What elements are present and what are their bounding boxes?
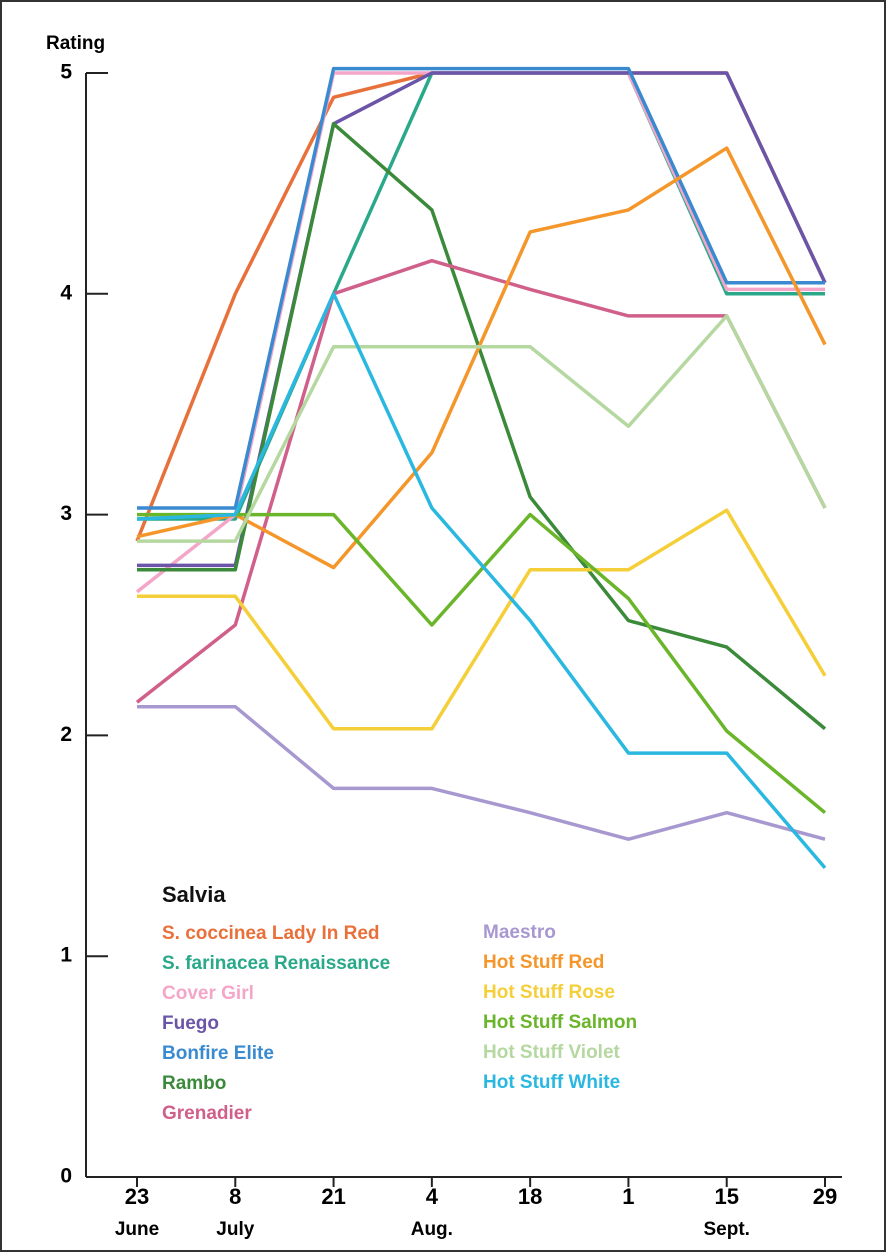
- x-tick-label: 21: [321, 1184, 345, 1209]
- series-line: [137, 122, 827, 731]
- month-label: June: [115, 1219, 159, 1240]
- y-axis-label: Rating: [46, 33, 105, 54]
- y-tick-label: 0: [60, 1165, 72, 1188]
- series-line: [136, 292, 827, 870]
- series-line: [137, 704, 826, 841]
- y-tick-label: 3: [60, 502, 72, 525]
- legend-entry: S. coccinea Lady In Red: [162, 923, 380, 944]
- x-tick-label: 23: [125, 1184, 149, 1209]
- legend-entry: Hot Stuff Salmon: [483, 1012, 637, 1033]
- series-line: [137, 66, 825, 510]
- x-tick-label: 18: [518, 1184, 542, 1209]
- x-tick-label: 15: [714, 1184, 738, 1209]
- series-line: [135, 258, 827, 704]
- legend-entry: Hot Stuff White: [483, 1072, 620, 1093]
- x-tick-label: 1: [622, 1184, 634, 1209]
- legend-entry: Bonfire Elite: [162, 1043, 274, 1064]
- series-line: [137, 314, 827, 543]
- legend-title: Salvia: [162, 882, 226, 907]
- series-line: [136, 146, 827, 570]
- x-tick-label: 29: [813, 1184, 837, 1209]
- legend-entry: S. farinacea Renaissance: [162, 953, 390, 974]
- series-line: [137, 512, 827, 815]
- legend-entry: Fuego: [162, 1013, 219, 1034]
- legend-entry: Hot Stuff Rose: [483, 982, 615, 1003]
- y-tick-label: 5: [60, 61, 72, 84]
- month-label: Aug.: [411, 1219, 453, 1240]
- x-tick-label: 4: [426, 1184, 439, 1209]
- legend-entry: Maestro: [483, 922, 556, 943]
- y-tick-label: 1: [60, 944, 72, 967]
- x-tick-label: 8: [229, 1184, 241, 1209]
- legend-entry: Grenadier: [162, 1103, 252, 1124]
- legend-entry: Hot Stuff Violet: [483, 1042, 621, 1063]
- legend-entry: Hot Stuff Red: [483, 952, 604, 973]
- month-label: Sept.: [703, 1219, 749, 1240]
- y-tick-label: 2: [60, 723, 72, 746]
- legend-entry: Rambo: [162, 1073, 226, 1094]
- legend-entry: Cover Girl: [162, 983, 254, 1004]
- month-label: July: [216, 1219, 254, 1240]
- y-tick-label: 4: [60, 281, 72, 304]
- series-line: [137, 508, 827, 731]
